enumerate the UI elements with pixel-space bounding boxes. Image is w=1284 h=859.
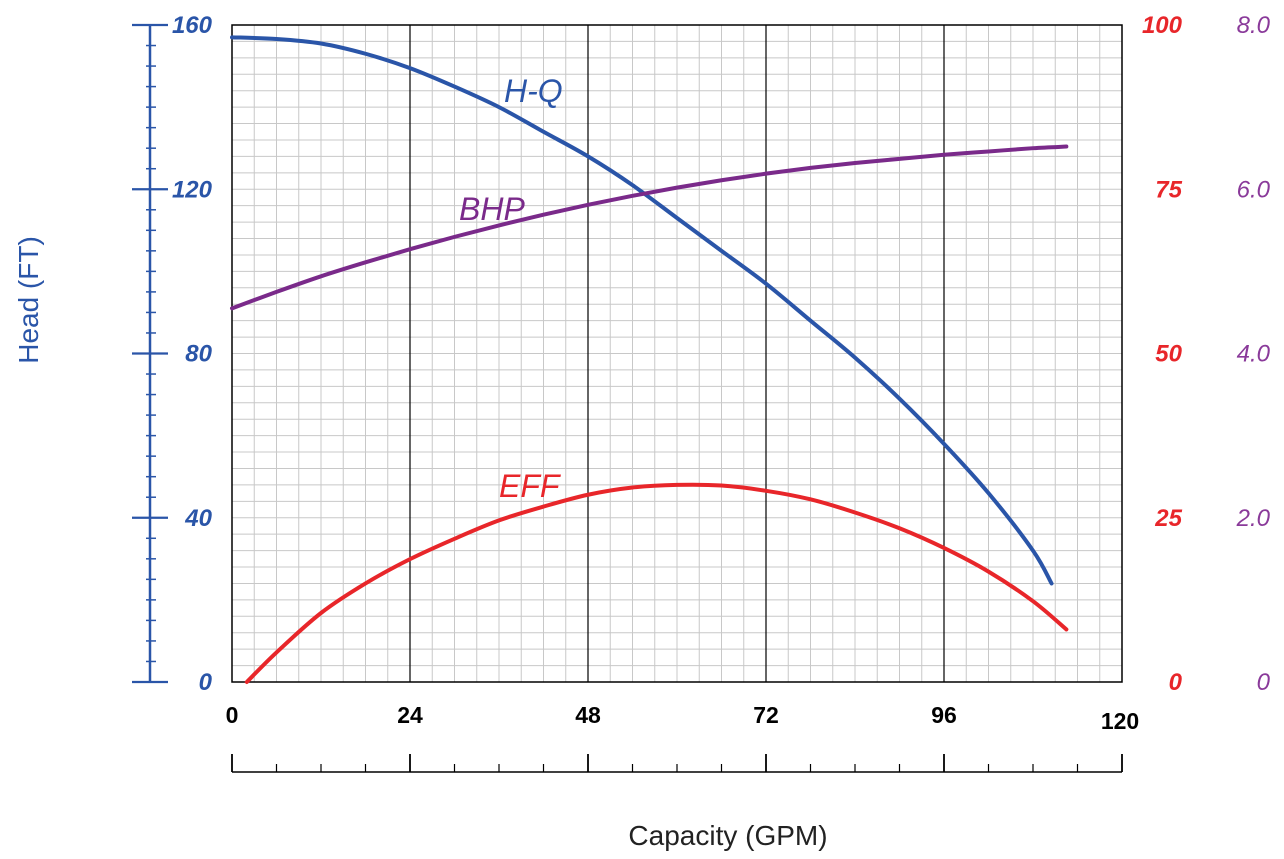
bhp-axis: 0 2.0 4.0 6.0 8.0: [1236, 12, 1271, 696]
major-grid: [409, 25, 945, 682]
capacity-tick-label: 72: [753, 702, 779, 728]
bhp-tick-label: 0: [1257, 669, 1271, 696]
series-label-hq: H-Q: [504, 73, 563, 109]
capacity-tick-label: 96: [931, 702, 957, 728]
head-tick-label: 80: [185, 341, 212, 368]
x-axis-title: Capacity (GPM): [628, 820, 827, 851]
series-label-bhp: BHP: [459, 191, 525, 227]
bhp-tick-label: 4.0: [1237, 341, 1271, 368]
head-tick-label: 120: [172, 176, 213, 203]
efficiency-tick-label: 0: [1169, 669, 1183, 696]
efficiency-tick-label: 100: [1142, 12, 1183, 39]
bhp-tick-label: 6.0: [1237, 176, 1271, 203]
series-line-hq: [230, 35, 1054, 586]
minor-grid: [232, 25, 1122, 682]
bhp-tick-label: 8.0: [1237, 12, 1271, 39]
series-label-eff: EFF: [499, 468, 562, 504]
series-layer: [230, 35, 1069, 684]
head-axis: 0 40 80 120 160: [132, 12, 213, 696]
capacity-axis: 0 24 48 72 96 120: [226, 702, 1140, 734]
capacity-tick-label: 24: [397, 702, 423, 728]
capacity-secondary-scale: [231, 754, 1123, 773]
head-tick-label: 40: [184, 505, 212, 532]
capacity-tick-label: 48: [575, 702, 601, 728]
head-tick-label: 0: [199, 669, 213, 696]
bhp-tick-label: 2.0: [1236, 505, 1271, 532]
plot-frame: [231, 24, 1123, 683]
efficiency-tick-label: 50: [1155, 341, 1182, 368]
efficiency-tick-label: 25: [1154, 505, 1182, 532]
efficiency-tick-label: 75: [1155, 176, 1182, 203]
efficiency-axis: 0 25 50 75 100: [1142, 12, 1183, 696]
series-line-bhp: [230, 144, 1069, 311]
head-tick-label: 160: [172, 12, 213, 39]
capacity-tick-label: 120: [1101, 708, 1139, 734]
series-labels: H-Q BHP EFF: [459, 73, 563, 504]
capacity-tick-label: 0: [226, 702, 239, 728]
series-line-eff: [244, 482, 1069, 684]
y-axis-title: Head (FT): [13, 236, 44, 364]
